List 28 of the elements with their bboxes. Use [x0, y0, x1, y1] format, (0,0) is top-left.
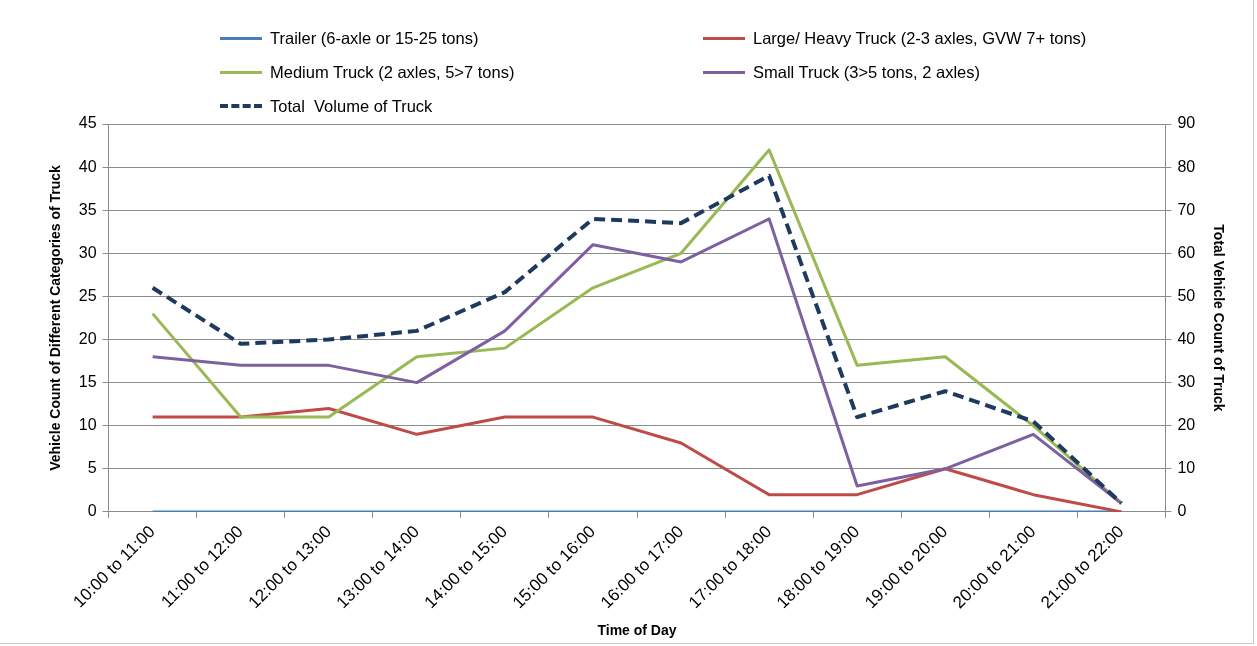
y2-tick-label: 10 [1177, 459, 1196, 477]
y-tick-label: 25 [78, 286, 97, 304]
legend-label: Small Truck (3>5 tons, 2 axles) [753, 62, 980, 82]
y2-tick-label: 50 [1177, 286, 1196, 304]
legend-label: Trailer (6-axle or 15-25 tons) [270, 28, 479, 48]
y2-tick-label: 70 [1177, 200, 1196, 218]
legend-label: Large/ Heavy Truck (2-3 axles, GVW 7+ tons) [753, 28, 1087, 48]
y-tick-label: 10 [78, 416, 97, 434]
y-axis-title: Vehicle Count of Different Categories of Truck [47, 164, 64, 471]
y-tick-label: 0 [87, 502, 97, 520]
y-tick-label: 30 [78, 243, 97, 261]
y-tick-label: 45 [78, 114, 97, 132]
y2-tick-label: 30 [1177, 373, 1196, 391]
y-tick-label: 5 [87, 459, 97, 477]
y2-tick-label: 40 [1177, 329, 1196, 347]
y2-axis-title: Total Vehicle Count of Truck [1210, 224, 1227, 412]
y-tick-label: 15 [78, 373, 97, 391]
legend-label: Medium Truck (2 axles, 5>7 tons) [270, 62, 515, 82]
y-tick-label: 20 [78, 329, 97, 347]
y2-tick-label: 90 [1177, 114, 1196, 132]
y-tick-label: 35 [78, 200, 97, 218]
y-tick-label: 40 [78, 157, 97, 175]
y2-tick-label: 80 [1177, 157, 1196, 175]
x-axis-title: Time of Day [597, 622, 677, 639]
legend-label: Total Volume of Truck [270, 96, 433, 116]
y2-tick-label: 60 [1177, 243, 1196, 261]
y2-tick-label: 20 [1177, 416, 1196, 434]
y2-tick-label: 0 [1177, 502, 1187, 520]
